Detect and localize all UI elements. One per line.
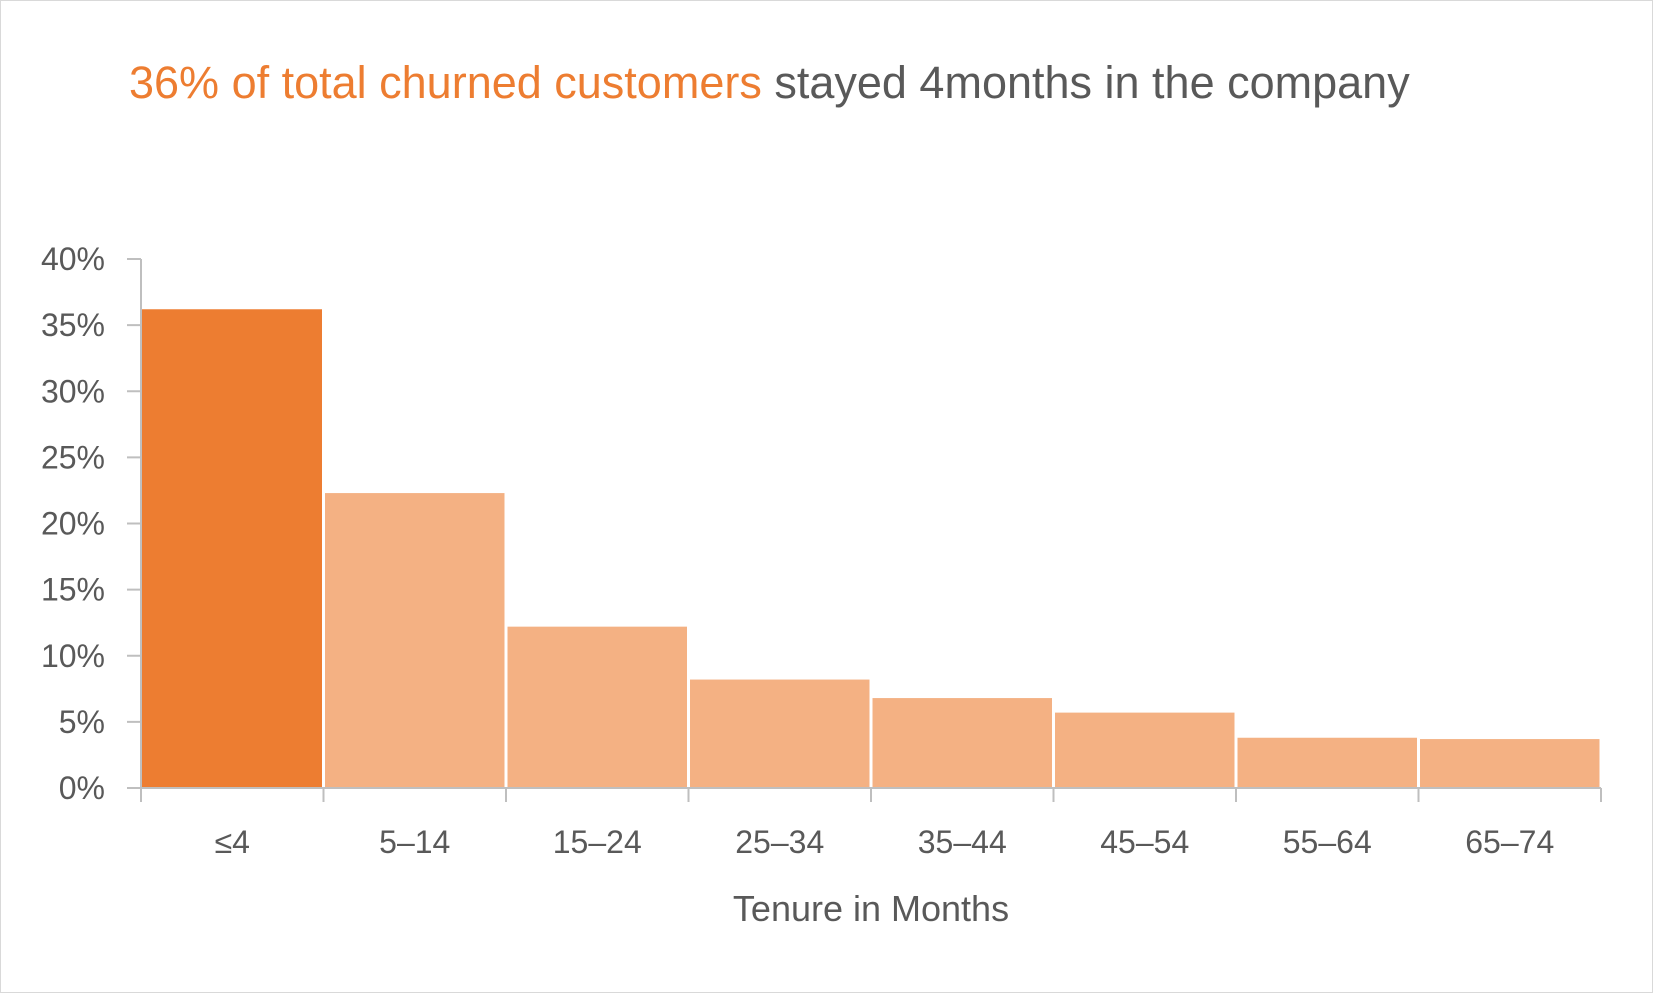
bar-1 <box>142 309 322 788</box>
chart-title-rest: stayed 4months in the company <box>761 57 1410 108</box>
y-tick-label: 40% <box>41 241 105 277</box>
x-tick-label: 25–34 <box>735 824 824 860</box>
bar-4 <box>690 679 870 788</box>
y-tick-label: 30% <box>41 373 105 409</box>
x-tick-label: 5–14 <box>379 824 450 860</box>
bars <box>142 309 1600 788</box>
bar-3 <box>507 626 687 788</box>
bar-6 <box>1055 712 1235 788</box>
bar-7 <box>1237 737 1417 788</box>
chart-title-highlight: 36% of total churned customers <box>129 57 762 108</box>
x-tick-label: 35–44 <box>918 824 1007 860</box>
bar-8 <box>1420 739 1600 788</box>
y-axis: 0% 5% 10% 15% 20% 25% 30% 35% 40% <box>41 241 142 806</box>
x-tick-label: 55–64 <box>1283 824 1372 860</box>
y-tick-label: 0% <box>59 770 105 806</box>
chart-title: 36% of total churned customers stayed 4m… <box>129 49 1449 117</box>
x-tick-label: ≤4 <box>215 824 250 860</box>
y-tick-label: 25% <box>41 439 105 475</box>
y-tick-label: 35% <box>41 307 105 343</box>
y-tick-label: 5% <box>59 704 105 740</box>
y-tick-label: 20% <box>41 506 105 542</box>
x-tick-label: 45–54 <box>1100 824 1189 860</box>
x-tick-label: 65–74 <box>1465 824 1554 860</box>
x-axis: ≤4 5–14 15–24 25–34 35–44 45–54 55–64 65–74 <box>140 787 1602 860</box>
bar-2 <box>325 493 505 788</box>
x-axis-title: Tenure in Months <box>733 888 1009 929</box>
x-tick-label: 15–24 <box>553 824 642 860</box>
bar-5 <box>872 698 1052 788</box>
y-tick-label: 10% <box>41 638 105 674</box>
y-tick-label: 15% <box>41 572 105 608</box>
